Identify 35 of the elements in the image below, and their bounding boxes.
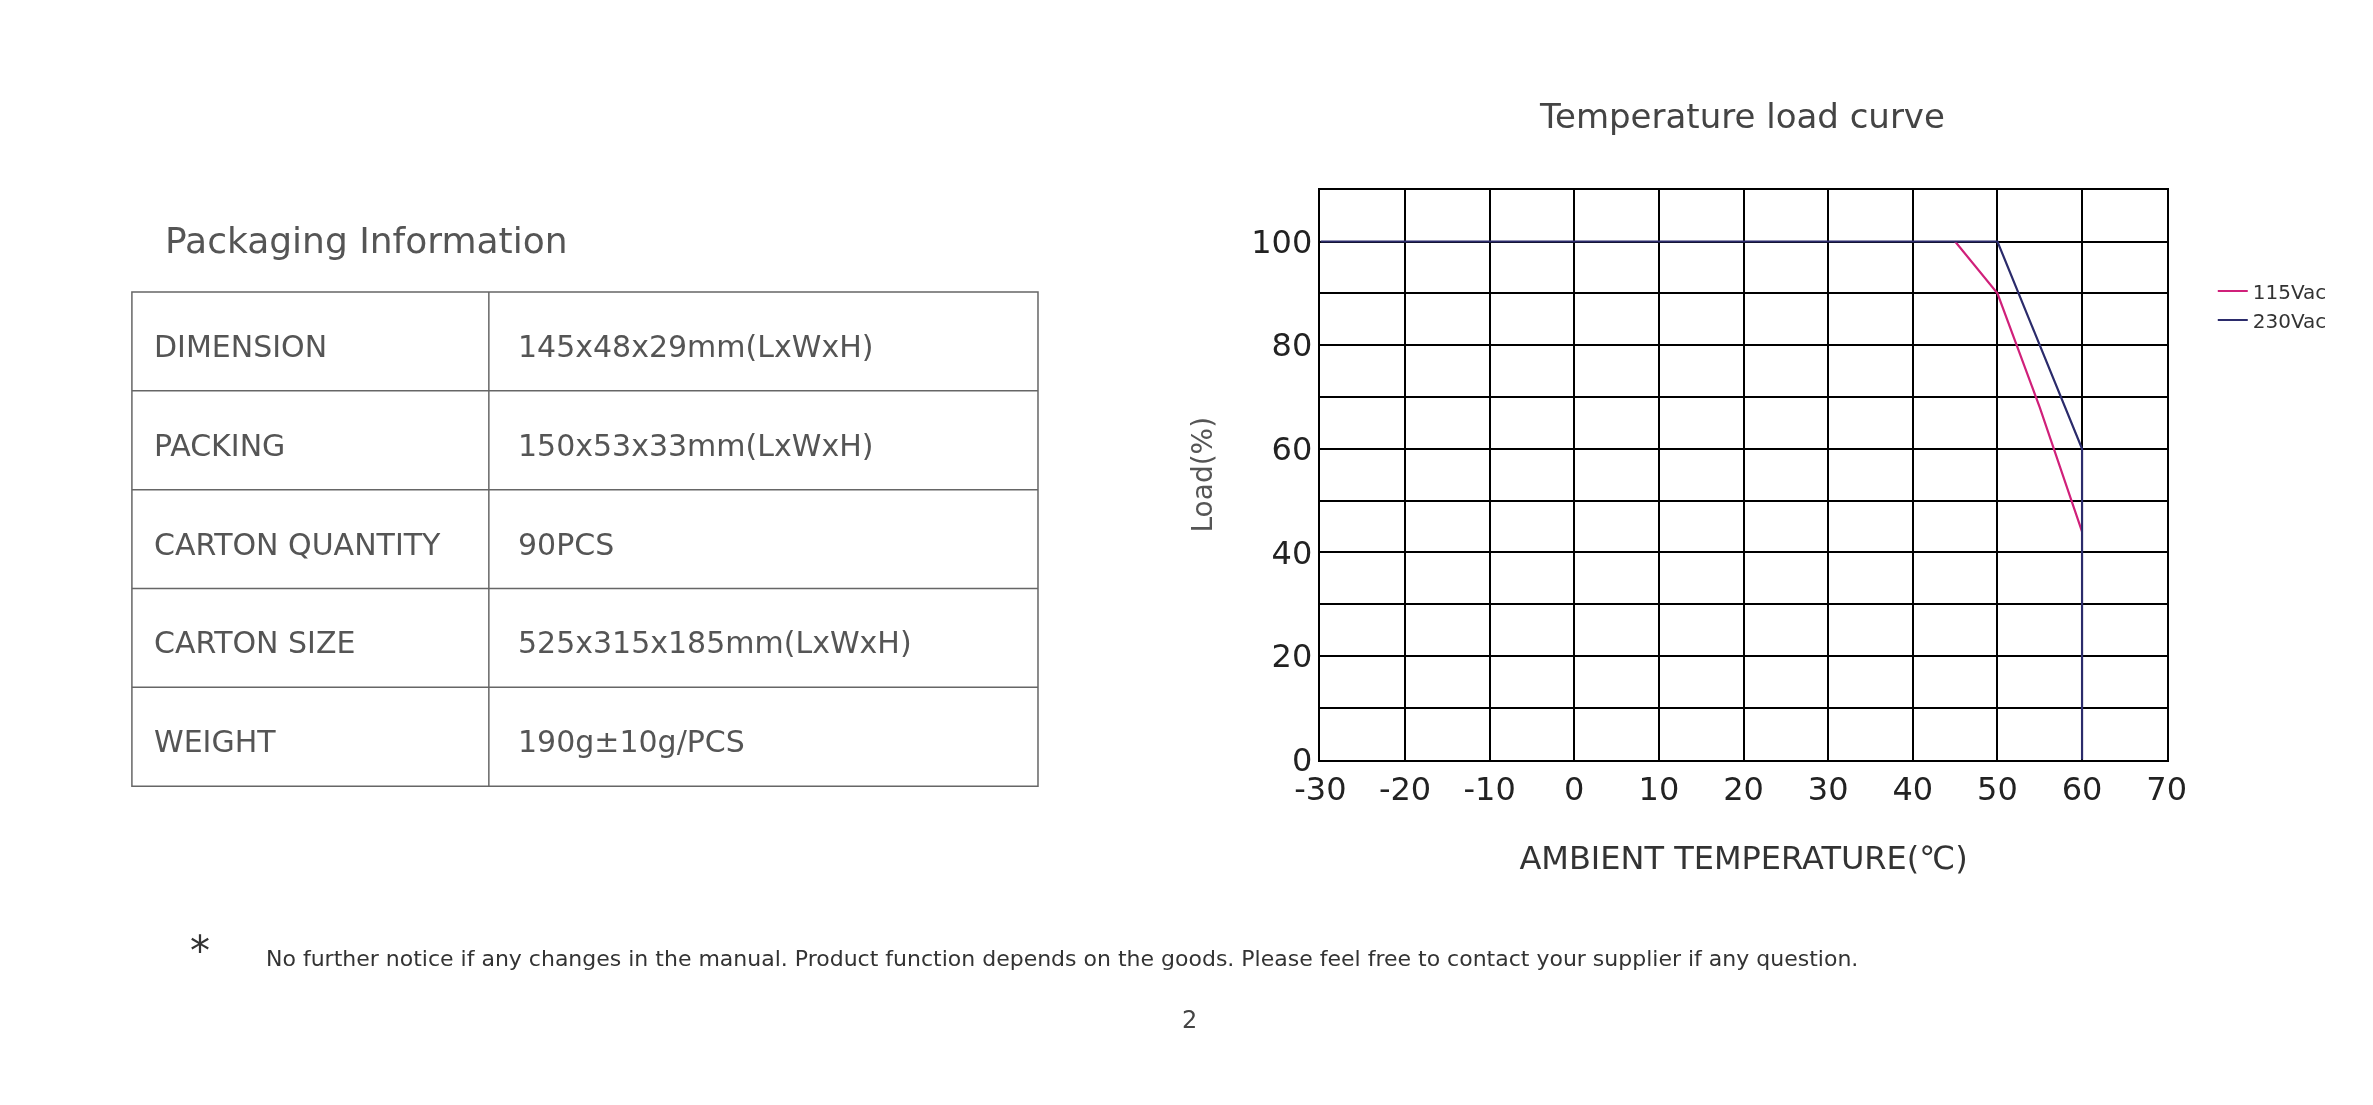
text: Packaging Information xyxy=(165,220,568,261)
x-tick-label: -10 xyxy=(1463,769,1516,808)
text: 525x315x185mm(LxWxH) xyxy=(518,625,912,660)
text: No further notice if any changes in the manual. Product function depends on the goods. Please feel free to contact your supplier if any question. xyxy=(266,946,1859,971)
x-tick-label: 60 xyxy=(2061,769,2103,808)
legend-label: 230Vac xyxy=(2252,308,2327,333)
chart-title: Temperature load curve xyxy=(1539,96,1945,136)
x-tick-label: 40 xyxy=(1892,769,1934,808)
x-tick-label: 30 xyxy=(1807,769,1849,808)
x-tick-label: 70 xyxy=(2146,769,2188,808)
legend-label: 115Vac xyxy=(2252,279,2327,304)
y-tick-label: 40 xyxy=(1271,533,1313,572)
text: 150x53x33mm(LxWxH) xyxy=(518,428,874,463)
x-axis-title: AMBIENT TEMPERATURE(℃) xyxy=(1519,839,1968,878)
text: 90PCS xyxy=(518,527,615,562)
x-tick-label: 50 xyxy=(1977,769,2018,808)
text: 145x48x29mm(LxWxH) xyxy=(518,329,874,364)
text: PACKING xyxy=(154,428,286,463)
y-tick-label: 100 xyxy=(1251,222,1313,261)
x-tick-label: 10 xyxy=(1638,769,1680,808)
y-axis-title: Load(%) xyxy=(1186,416,1220,533)
y-tick-label: 20 xyxy=(1271,637,1313,676)
x-tick-label: -20 xyxy=(1378,769,1432,808)
x-tick-label: 0 xyxy=(1564,769,1585,808)
y-tick-label: 80 xyxy=(1271,326,1313,365)
x-tick-label: 20 xyxy=(1723,769,1764,808)
text: 2 xyxy=(1182,1006,1198,1034)
line-series xyxy=(1954,240,2084,533)
text: CARTON QUANTITY xyxy=(154,527,442,562)
text: 190g±10g/PCS xyxy=(518,724,745,759)
text: DIMENSION xyxy=(154,329,328,364)
text: WEIGHT xyxy=(154,724,277,759)
text: CARTON SIZE xyxy=(154,625,356,660)
y-tick-label: 60 xyxy=(1271,429,1313,468)
text: * xyxy=(190,928,210,974)
